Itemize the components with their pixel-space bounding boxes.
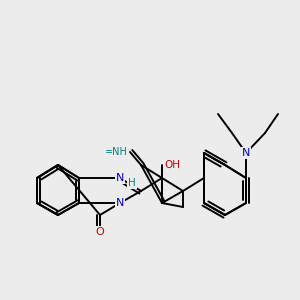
Text: OH: OH (164, 160, 180, 170)
Text: =NH: =NH (105, 147, 128, 157)
Text: N: N (242, 148, 250, 158)
Text: O: O (96, 227, 104, 237)
Text: H: H (128, 178, 136, 188)
Text: N: N (116, 198, 124, 208)
Text: N: N (116, 173, 124, 183)
